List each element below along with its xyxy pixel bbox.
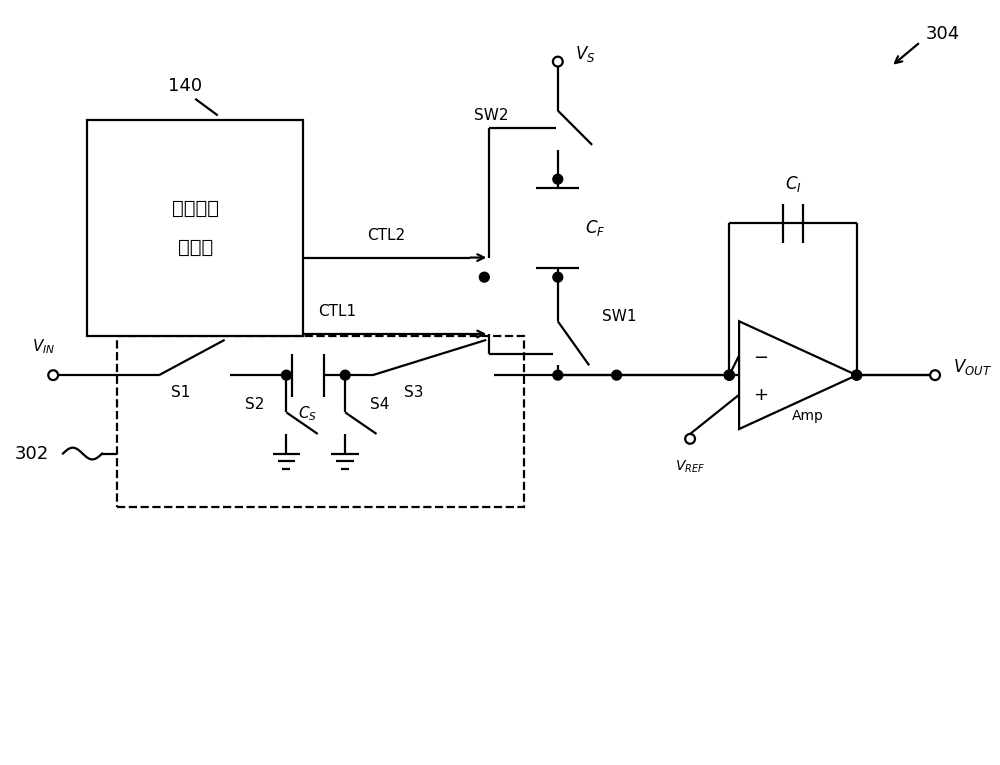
Text: CTL1: CTL1	[318, 304, 356, 319]
Bar	[117, 336, 524, 507]
Text: $C_I$: $C_I$	[785, 174, 801, 194]
Text: S4: S4	[370, 397, 389, 412]
Circle shape	[479, 272, 489, 282]
Text: $V_{IN}$: $V_{IN}$	[32, 337, 55, 356]
Circle shape	[724, 370, 734, 380]
Circle shape	[553, 174, 563, 184]
Text: 產生器: 產生器	[178, 238, 213, 257]
Circle shape	[852, 370, 862, 380]
Text: $V_{REF}$: $V_{REF}$	[675, 458, 705, 475]
Text: S1: S1	[171, 386, 190, 400]
Text: 140: 140	[168, 77, 203, 95]
Text: $V_{OUT}$: $V_{OUT}$	[953, 357, 992, 377]
Circle shape	[340, 370, 350, 380]
Text: S3: S3	[404, 386, 424, 400]
Text: CTL2: CTL2	[367, 228, 405, 243]
Circle shape	[553, 272, 563, 282]
Text: 304: 304	[925, 25, 960, 43]
Circle shape	[281, 370, 291, 380]
Text: S2: S2	[245, 397, 265, 412]
Bar	[87, 120, 303, 336]
Text: $C_S$: $C_S$	[298, 405, 317, 423]
Text: 控制訊號: 控制訊號	[172, 199, 219, 218]
Text: 302: 302	[14, 444, 49, 463]
Circle shape	[724, 370, 734, 380]
Text: $V_S$: $V_S$	[575, 44, 596, 63]
Circle shape	[553, 370, 563, 380]
Circle shape	[612, 370, 622, 380]
Circle shape	[724, 370, 734, 380]
Text: $C_F$: $C_F$	[585, 218, 606, 238]
Text: $-$: $-$	[753, 347, 768, 365]
Text: Amp: Amp	[792, 409, 824, 423]
Text: SW2: SW2	[474, 108, 509, 123]
Circle shape	[852, 370, 862, 380]
Text: $+$: $+$	[753, 386, 768, 404]
Text: SW1: SW1	[602, 309, 636, 324]
